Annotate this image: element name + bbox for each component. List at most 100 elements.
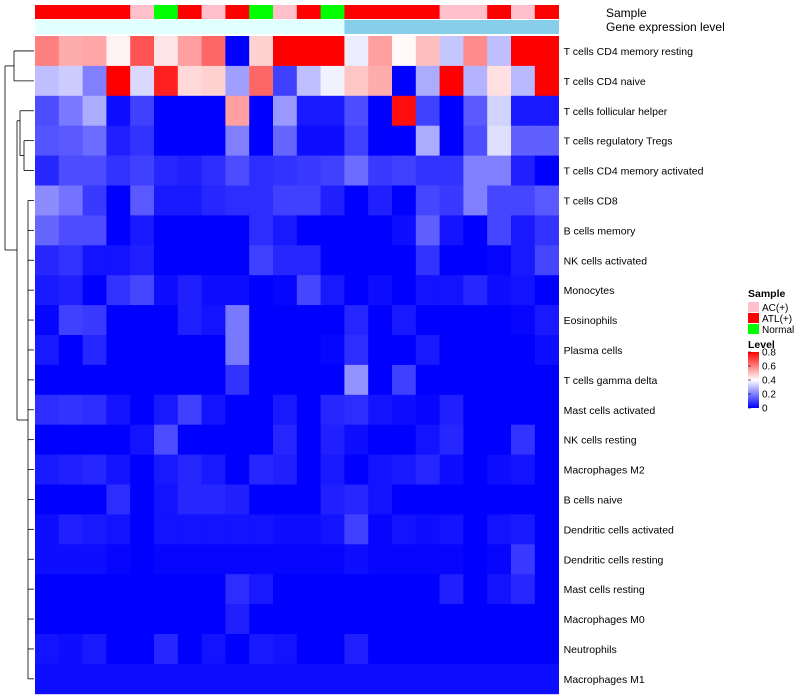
heatmap-cell <box>58 634 83 665</box>
track-cell-level-12 <box>320 20 345 34</box>
heatmap-cell <box>35 185 60 216</box>
heatmap-cell <box>534 424 559 455</box>
heatmap-cell <box>320 215 345 246</box>
heatmap-cell <box>392 275 417 306</box>
row-label: T cells CD4 naive <box>564 76 646 88</box>
heatmap-cell <box>368 185 393 216</box>
heatmap-cell <box>201 484 226 515</box>
heatmap-cell <box>439 514 464 545</box>
heatmap-cell <box>130 275 155 306</box>
track-cell-level-2 <box>82 20 107 34</box>
track-cell-sample-8 <box>225 5 250 19</box>
heatmap-cell <box>177 663 202 695</box>
heatmap-cell <box>35 634 60 665</box>
heatmap-cell <box>534 245 559 276</box>
heatmap-cell <box>249 335 274 366</box>
heatmap-cell <box>463 634 488 665</box>
heatmap-cell <box>58 424 83 455</box>
heatmap-cell <box>415 574 440 605</box>
heatmap-cell <box>392 305 417 336</box>
heatmap-cell <box>154 155 179 186</box>
heatmap-cell <box>273 245 298 276</box>
heatmap-cell <box>320 424 345 455</box>
heatmap-cell <box>511 574 536 605</box>
heatmap-cell <box>106 245 131 276</box>
heatmap-cell <box>225 574 250 605</box>
heatmap-cell <box>273 454 298 485</box>
heatmap-cell <box>344 65 369 97</box>
heatmap-cell <box>58 185 83 216</box>
heatmap-cell <box>106 125 131 156</box>
row-label: Mast cells resting <box>564 584 645 596</box>
track-cell-level-14 <box>368 20 393 34</box>
heatmap-cell <box>177 305 202 336</box>
heatmap-cell <box>249 514 274 545</box>
heatmap-cell <box>511 634 536 665</box>
track-cell-sample-5 <box>154 5 179 19</box>
heatmap-cell <box>392 335 417 366</box>
row-label: Macrophages M1 <box>564 674 645 686</box>
heatmap-cell <box>439 245 464 276</box>
track-cell-level-11 <box>296 20 321 34</box>
heatmap-cell <box>35 125 60 156</box>
heatmap-cell <box>487 335 512 366</box>
heatmap-cell <box>320 364 345 396</box>
heatmap-cell <box>368 454 393 485</box>
heatmap-cell <box>225 155 250 186</box>
heatmap-cell <box>439 335 464 366</box>
row-label: T cells CD8 <box>564 195 618 207</box>
heatmap-cell <box>273 275 298 306</box>
row-label: B cells memory <box>564 225 637 237</box>
heatmap-cell <box>58 484 83 515</box>
heatmap-cell <box>344 335 369 366</box>
heatmap-cell <box>35 574 60 605</box>
heatmap-cell <box>130 185 155 216</box>
heatmap-cell <box>106 215 131 246</box>
heatmap-cell <box>296 305 321 336</box>
heatmap-cell <box>511 604 536 635</box>
heatmap-cell <box>201 574 226 605</box>
heatmap-cell <box>534 185 559 216</box>
heatmap-cell <box>439 215 464 246</box>
level-tick-label: 0.2 <box>762 390 776 401</box>
heatmap-cell <box>130 335 155 366</box>
heatmap-cell <box>487 275 512 306</box>
legend-title-sample: Sample <box>748 288 786 300</box>
heatmap-cell <box>344 634 369 665</box>
legend-title-level: Level <box>748 339 775 351</box>
heatmap-cell <box>82 514 107 545</box>
heatmap-cell <box>82 305 107 336</box>
heatmap-cell <box>534 454 559 485</box>
heatmap-cell <box>439 155 464 186</box>
heatmap-cell <box>296 454 321 485</box>
heatmap-cell <box>130 65 155 97</box>
heatmap-cell <box>154 185 179 216</box>
heatmap-cell <box>177 185 202 216</box>
heatmap-cell <box>534 215 559 246</box>
heatmap-cell <box>344 454 369 485</box>
heatmap-cell <box>225 36 250 67</box>
heatmap-cell <box>130 394 155 426</box>
row-label: Neutrophils <box>564 644 617 656</box>
heatmap-cell <box>177 125 202 156</box>
heatmap-cell <box>58 574 83 605</box>
heatmap-cell <box>58 275 83 306</box>
heatmap-cell <box>344 364 369 396</box>
heatmap-cell <box>177 394 202 426</box>
heatmap-cell <box>106 424 131 455</box>
heatmap-cell <box>201 454 226 485</box>
heatmap-cell <box>320 634 345 665</box>
heatmap-cell <box>368 424 393 455</box>
heatmap-cell <box>225 185 250 216</box>
heatmap-cell <box>344 275 369 306</box>
heatmap-cell <box>439 36 464 67</box>
heatmap-cell <box>249 454 274 485</box>
heatmap-cell <box>58 663 83 695</box>
heatmap-cell <box>154 484 179 515</box>
heatmap-cell <box>58 364 83 396</box>
heatmap-cell <box>249 394 274 426</box>
heatmap-cell <box>320 574 345 605</box>
heatmap-cell <box>154 245 179 276</box>
heatmap-cell <box>320 604 345 635</box>
heatmap-cell <box>201 634 226 665</box>
